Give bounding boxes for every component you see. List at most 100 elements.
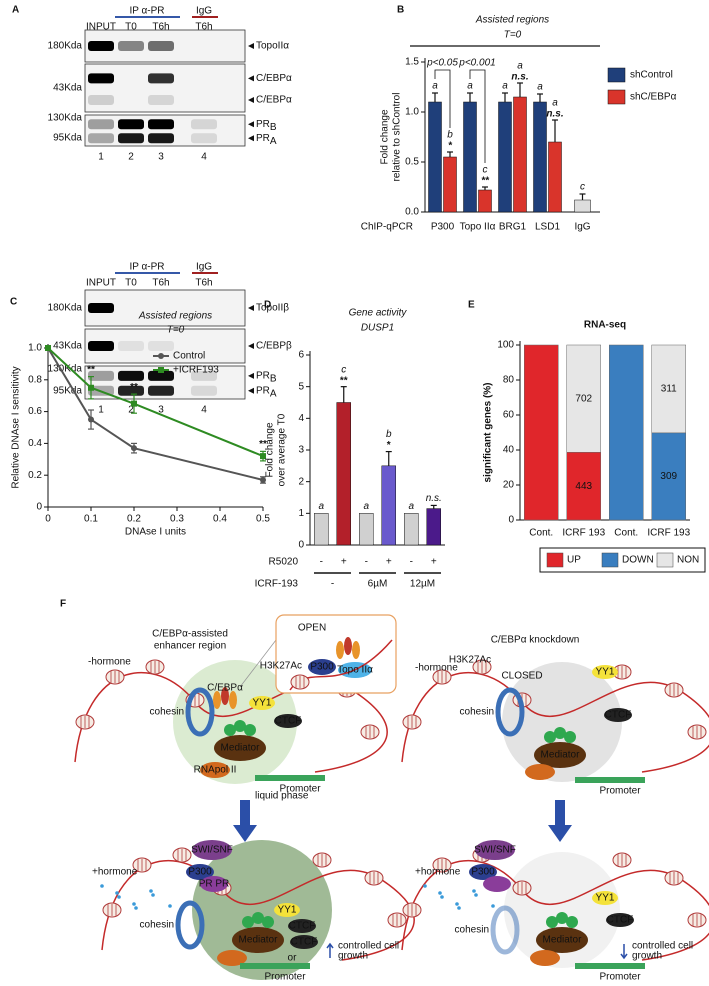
mw-marker: 43Kda bbox=[53, 83, 82, 94]
blot-band bbox=[88, 133, 114, 144]
legend-swatch bbox=[601, 552, 619, 568]
y-tick-label: 4 bbox=[298, 413, 304, 424]
bar bbox=[533, 101, 547, 213]
target-label: C/EBPβ bbox=[256, 341, 292, 352]
protein-label: Mediator bbox=[541, 750, 581, 761]
count-label: 443 bbox=[575, 481, 592, 492]
mediator-subunit bbox=[242, 916, 254, 928]
zoom-line bbox=[239, 639, 277, 688]
target-label: PR bbox=[256, 133, 270, 144]
target-label: PR bbox=[256, 385, 270, 396]
legend-swatch bbox=[546, 552, 564, 568]
target-subscript: B bbox=[270, 122, 277, 133]
lane-number: 3 bbox=[158, 152, 164, 163]
bar bbox=[336, 402, 351, 546]
significance-mark: ** bbox=[340, 375, 348, 386]
ctcf bbox=[288, 919, 316, 933]
condensate bbox=[504, 852, 620, 968]
panel-letter: D bbox=[264, 300, 271, 311]
x-tick-label: Cont. bbox=[614, 528, 638, 539]
panel-letter: E bbox=[468, 300, 475, 311]
cebpa bbox=[344, 637, 352, 655]
protein-label: C/EBPα bbox=[207, 683, 243, 694]
mw-marker: 95Kda bbox=[53, 386, 82, 397]
count-label: 311 bbox=[661, 384, 677, 395]
yy1 bbox=[592, 891, 618, 905]
chart-title: Gene activity bbox=[349, 308, 408, 319]
legend-swatch bbox=[607, 67, 626, 83]
protein-label: Mediator bbox=[543, 935, 583, 946]
p-value: p<0.001 bbox=[458, 58, 495, 69]
chart-title: RNA-seq bbox=[584, 320, 626, 331]
condensate bbox=[192, 840, 332, 980]
cohesin-ring bbox=[175, 900, 205, 950]
rna-polymerase bbox=[530, 950, 560, 966]
target-subscript: B bbox=[270, 374, 277, 385]
x-tick-label: 0.1 bbox=[84, 514, 98, 525]
ip-label: IP α-PR bbox=[129, 262, 164, 273]
hormone bbox=[455, 902, 459, 906]
promoter-label: Promoter bbox=[279, 784, 321, 795]
mw-marker: 180Kda bbox=[48, 303, 83, 314]
bar bbox=[359, 513, 374, 546]
mediator-subunit bbox=[544, 731, 556, 743]
target-arrow bbox=[248, 387, 254, 394]
cebpa bbox=[336, 641, 344, 659]
mediator-subunit bbox=[224, 724, 236, 736]
x-tick-label: Topo IIα bbox=[460, 222, 496, 233]
hormone bbox=[134, 906, 138, 910]
chart-subtitle: T=0 bbox=[504, 30, 522, 41]
legend-label: Control bbox=[173, 351, 205, 362]
lane-header: INPUT bbox=[86, 22, 116, 33]
target-label: TopoIIα bbox=[256, 41, 289, 52]
bar bbox=[463, 101, 477, 213]
protein-label: cohesin bbox=[460, 707, 494, 718]
target-arrow bbox=[248, 135, 254, 142]
blot-band bbox=[148, 41, 174, 51]
mw-marker: 43Kda bbox=[53, 341, 82, 352]
mediator-subunit bbox=[564, 731, 576, 743]
y-tick-label: 0 bbox=[36, 502, 42, 513]
blot-band bbox=[191, 370, 217, 381]
significance-mark: n.s. bbox=[511, 72, 528, 83]
chart-title: Assisted regions bbox=[475, 15, 549, 26]
pr-dimer bbox=[200, 876, 228, 892]
blot-band bbox=[118, 119, 144, 130]
p-value: p<0.05 bbox=[426, 58, 458, 69]
target-arrow bbox=[248, 343, 254, 349]
hormone-state: +hormone bbox=[92, 867, 138, 878]
protein-label: cohesin bbox=[150, 707, 184, 718]
y-tick-label: 100 bbox=[497, 340, 514, 351]
y-tick-label: 1.5 bbox=[405, 57, 419, 68]
hormone bbox=[151, 893, 155, 897]
cohesin-ring bbox=[495, 687, 525, 737]
protein-label: CTCF bbox=[291, 937, 318, 948]
y-tick-label: 1 bbox=[298, 508, 304, 519]
protein-label: YY1 bbox=[596, 893, 615, 904]
target-label: TopoIIβ bbox=[256, 303, 289, 314]
blot-band bbox=[118, 341, 144, 351]
promoter bbox=[575, 963, 645, 969]
scene-subtitle: enhancer region bbox=[154, 641, 226, 652]
x-axis-label: ChIP-qPCR bbox=[361, 222, 413, 233]
y-axis-label: Fold change bbox=[380, 109, 391, 164]
x-tick-label: ICRF 193 bbox=[562, 528, 605, 539]
significance-mark: ** bbox=[481, 176, 490, 187]
legend-label: NON bbox=[677, 555, 699, 566]
hormone bbox=[168, 904, 172, 908]
y-tick-label: 1.0 bbox=[405, 107, 419, 118]
phase-label: liquid phase bbox=[255, 791, 309, 802]
y-tick-label: 40 bbox=[503, 445, 515, 456]
p300 bbox=[469, 864, 497, 880]
target-subscript: A bbox=[270, 136, 277, 147]
outcome-arrow bbox=[326, 942, 334, 958]
target-arrow bbox=[248, 43, 254, 49]
outcome-arrow bbox=[620, 944, 628, 960]
outcome-label: controlled cell bbox=[338, 941, 399, 952]
chromatin-state: OPEN bbox=[298, 623, 326, 634]
x-tick-label: IgG bbox=[574, 222, 590, 233]
lane-number: 2 bbox=[128, 152, 134, 163]
x-tick-label: BRG1 bbox=[499, 222, 527, 233]
mediator bbox=[536, 927, 588, 953]
cebpa bbox=[229, 691, 237, 709]
